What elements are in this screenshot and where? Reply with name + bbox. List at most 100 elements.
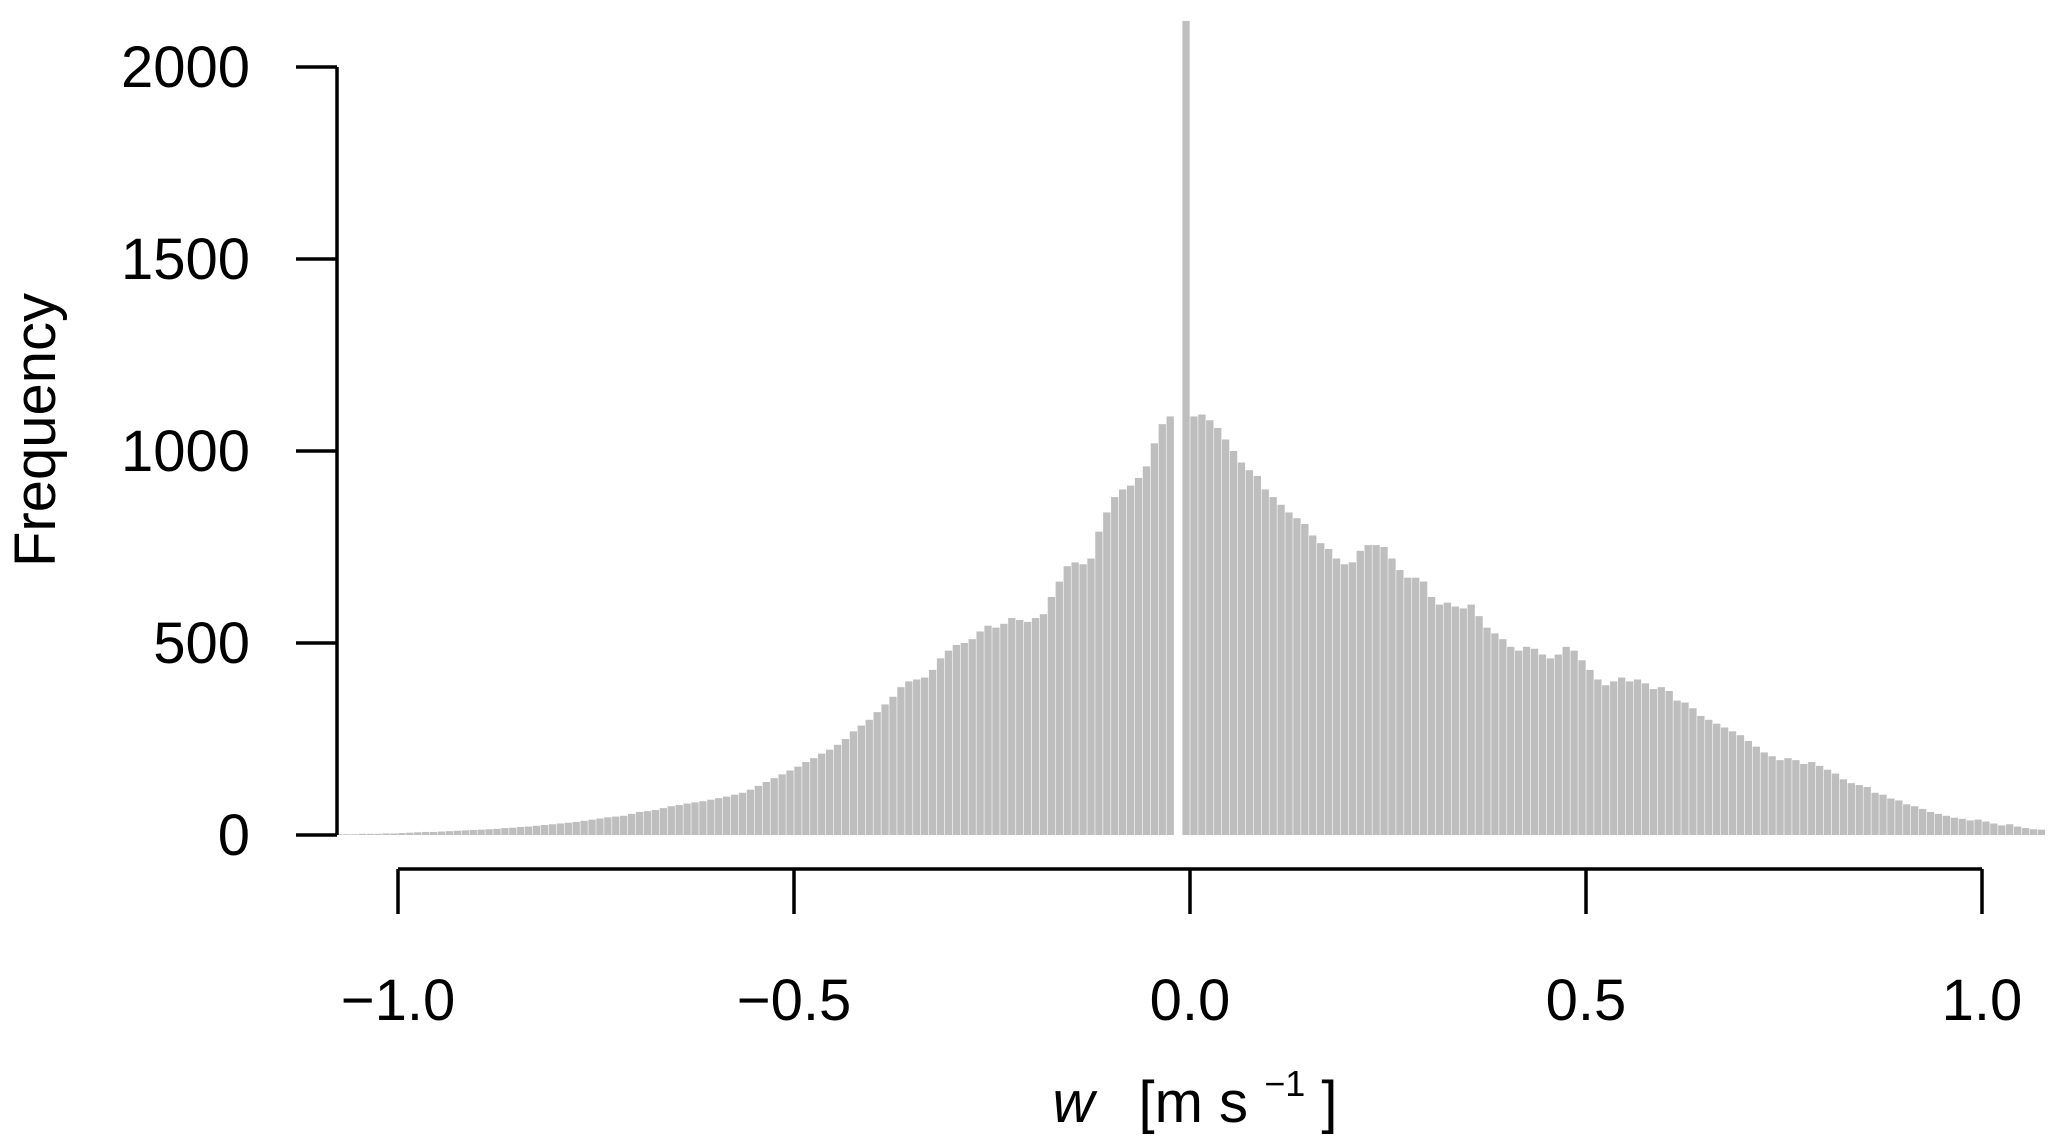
histogram-bar: [1831, 773, 1840, 835]
histogram-bar: [825, 749, 834, 835]
histogram-bar: [635, 811, 644, 835]
histogram-bar: [1419, 581, 1428, 835]
histogram-bar: [1348, 562, 1357, 835]
histogram-bar: [532, 825, 541, 835]
histogram-bar: [2037, 829, 2046, 835]
histogram-bar: [1237, 462, 1246, 835]
histogram-bar: [976, 631, 984, 835]
histogram-bar: [873, 712, 881, 835]
histogram-bar: [564, 822, 572, 835]
histogram-bar: [1214, 427, 1222, 835]
histogram-bar: [1380, 547, 1388, 835]
histogram-bar: [905, 681, 913, 835]
histogram-bar: [992, 627, 1000, 835]
histogram-bar: [691, 802, 699, 835]
histogram-bar: [1839, 779, 1848, 835]
x-tick-label: 1.0: [1942, 968, 2023, 1033]
histogram-bar: [1926, 811, 1935, 835]
histogram-bar: [1586, 669, 1594, 835]
histogram-bar: [1459, 608, 1467, 835]
histogram-bar: [1863, 787, 1871, 835]
histogram-bar: [1031, 618, 1040, 835]
histogram-bar: [928, 669, 937, 835]
histogram-bar: [604, 817, 612, 835]
histogram-bar: [1665, 691, 1673, 835]
histogram-bar: [548, 824, 557, 835]
histogram-bar: [1673, 700, 1681, 835]
histogram-bar: [1372, 545, 1380, 835]
histogram-bar: [1847, 783, 1855, 835]
histogram-bar: [1071, 562, 1079, 835]
x-tick-label: −0.5: [737, 968, 852, 1033]
histogram-bar: [1934, 813, 1943, 835]
histogram-bar: [556, 823, 565, 835]
histogram-bar: [1079, 564, 1087, 835]
x-tick-label: 0.5: [1546, 968, 1627, 1033]
histogram-bar: [390, 833, 398, 835]
x-axis-unit-exponent: −1: [1264, 1063, 1305, 1104]
histogram-bar: [358, 833, 367, 835]
histogram-bar: [382, 833, 390, 835]
histogram-bar: [1697, 715, 1705, 835]
histogram-bar: [1301, 523, 1309, 835]
histogram-bar: [1728, 731, 1737, 835]
histogram-bar: [509, 827, 517, 835]
histogram-bar: [984, 625, 992, 835]
histogram-bar: [1815, 765, 1824, 835]
histogram-bar: [810, 758, 818, 835]
histogram-bars: [334, 20, 2046, 836]
y-tick-label: 1000: [121, 419, 250, 484]
histogram-bar: [1546, 658, 1555, 835]
histogram-bar: [1966, 820, 1974, 835]
histogram-bar: [1190, 416, 1198, 835]
histogram-bar: [1221, 439, 1230, 835]
histogram-bar: [754, 785, 763, 835]
histogram-bar: [1119, 489, 1127, 835]
histogram-bar: [1412, 577, 1420, 835]
histogram-bar: [1887, 798, 1895, 835]
histogram-bar: [1594, 679, 1602, 835]
histogram-bar: [1269, 497, 1277, 835]
histogram-bar: [627, 813, 636, 835]
x-axis-unit-open: [m s: [1139, 1070, 1249, 1135]
x-axis-ticks: −1.0 −0.5 0.0 0.5 1.0: [341, 869, 2023, 1033]
x-tick-label: 0.0: [1150, 968, 1231, 1033]
histogram-bar: [1808, 762, 1816, 835]
histogram-bar: [1008, 618, 1016, 835]
histogram-bar: [1491, 633, 1499, 835]
histogram-bar: [1578, 660, 1586, 835]
y-tick-label: 0: [218, 803, 250, 868]
histogram-bar: [580, 820, 588, 835]
histogram-bar: [1499, 639, 1507, 835]
histogram-bar: [1435, 604, 1444, 835]
histogram-bar: [366, 833, 374, 835]
histogram-bar: [1039, 614, 1048, 835]
histogram-bar: [1134, 477, 1143, 835]
histogram-bar: [1515, 650, 1523, 835]
histogram-bar: [921, 677, 929, 835]
histogram-bar: [936, 658, 945, 835]
histogram-bar: [469, 830, 477, 835]
histogram-bar: [1166, 416, 1174, 835]
histogram-bar: [968, 639, 976, 835]
histogram-bar: [857, 725, 865, 835]
histogram-bar: [1958, 818, 1966, 835]
histogram-bar: [453, 830, 462, 835]
histogram-bar: [572, 821, 580, 835]
histogram-bar: [1903, 804, 1911, 835]
histogram-bar: [1895, 800, 1903, 835]
histogram-bar: [762, 782, 770, 835]
histogram-bar: [643, 811, 652, 835]
histogram-bar: [1554, 654, 1562, 835]
histogram-bar: [1610, 681, 1618, 835]
histogram-bar: [1602, 685, 1610, 835]
histogram-bar: [1332, 558, 1341, 835]
histogram-bar: [897, 687, 905, 835]
histogram-bar: [422, 831, 430, 835]
histogram-bar: [667, 806, 675, 835]
histogram-bar: [1142, 466, 1151, 835]
histogram-bar: [723, 796, 731, 835]
histogram-bar: [1507, 646, 1515, 835]
histogram-bar: [746, 789, 755, 835]
histogram-bar: [1562, 646, 1570, 835]
